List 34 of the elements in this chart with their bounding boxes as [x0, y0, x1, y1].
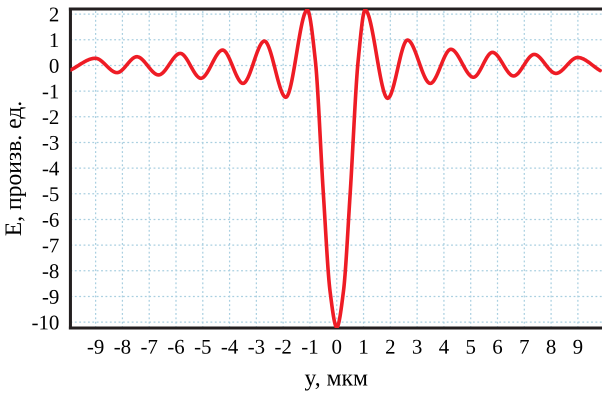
y-tick-label: -3	[42, 136, 59, 150]
x-tick-label: -4	[222, 340, 238, 354]
y-axis-title: E, произв. ед.	[6, 102, 26, 236]
y-tick-label: 0	[50, 58, 59, 73]
y-tick-label: -6	[42, 212, 59, 227]
x-axis-title: y, мкм	[304, 374, 368, 391]
x-tick-label: -8	[114, 340, 130, 354]
x-tick-label: 0	[332, 340, 342, 354]
y-tick-label: -7	[42, 238, 59, 252]
x-tick-label: -7	[141, 340, 158, 354]
y-tick-label: -8	[42, 264, 59, 278]
y-tick-label: -4	[42, 162, 59, 176]
x-tick-label: 3	[412, 340, 422, 354]
x-tick-label: 2	[386, 340, 394, 354]
x-tick-label: 4	[439, 340, 449, 354]
y-tick-label: 2	[50, 8, 58, 22]
x-tick-label: -9	[88, 340, 104, 354]
y-tick-label: 1	[50, 33, 58, 48]
x-tick-label: -2	[275, 340, 291, 354]
y-tick-label: -10	[32, 316, 59, 330]
x-tick-label: 9	[573, 340, 582, 354]
x-tick-label: 8	[546, 340, 556, 354]
x-tick-label: -6	[168, 340, 184, 354]
x-tick-label: -3	[248, 340, 264, 354]
y-tick-label: -9	[42, 290, 58, 304]
y-tick-label: -5	[42, 187, 59, 202]
y-tick-label: -1	[42, 84, 58, 98]
x-tick-label: 7	[520, 340, 529, 354]
x-tick-label: -5	[194, 340, 211, 354]
x-tick-label: 1	[360, 340, 368, 354]
x-tick-label: 6	[493, 340, 502, 354]
x-tick-label: -1	[302, 340, 318, 354]
x-tick-label: 5	[466, 340, 476, 354]
y-tick-label: -2	[42, 110, 58, 124]
